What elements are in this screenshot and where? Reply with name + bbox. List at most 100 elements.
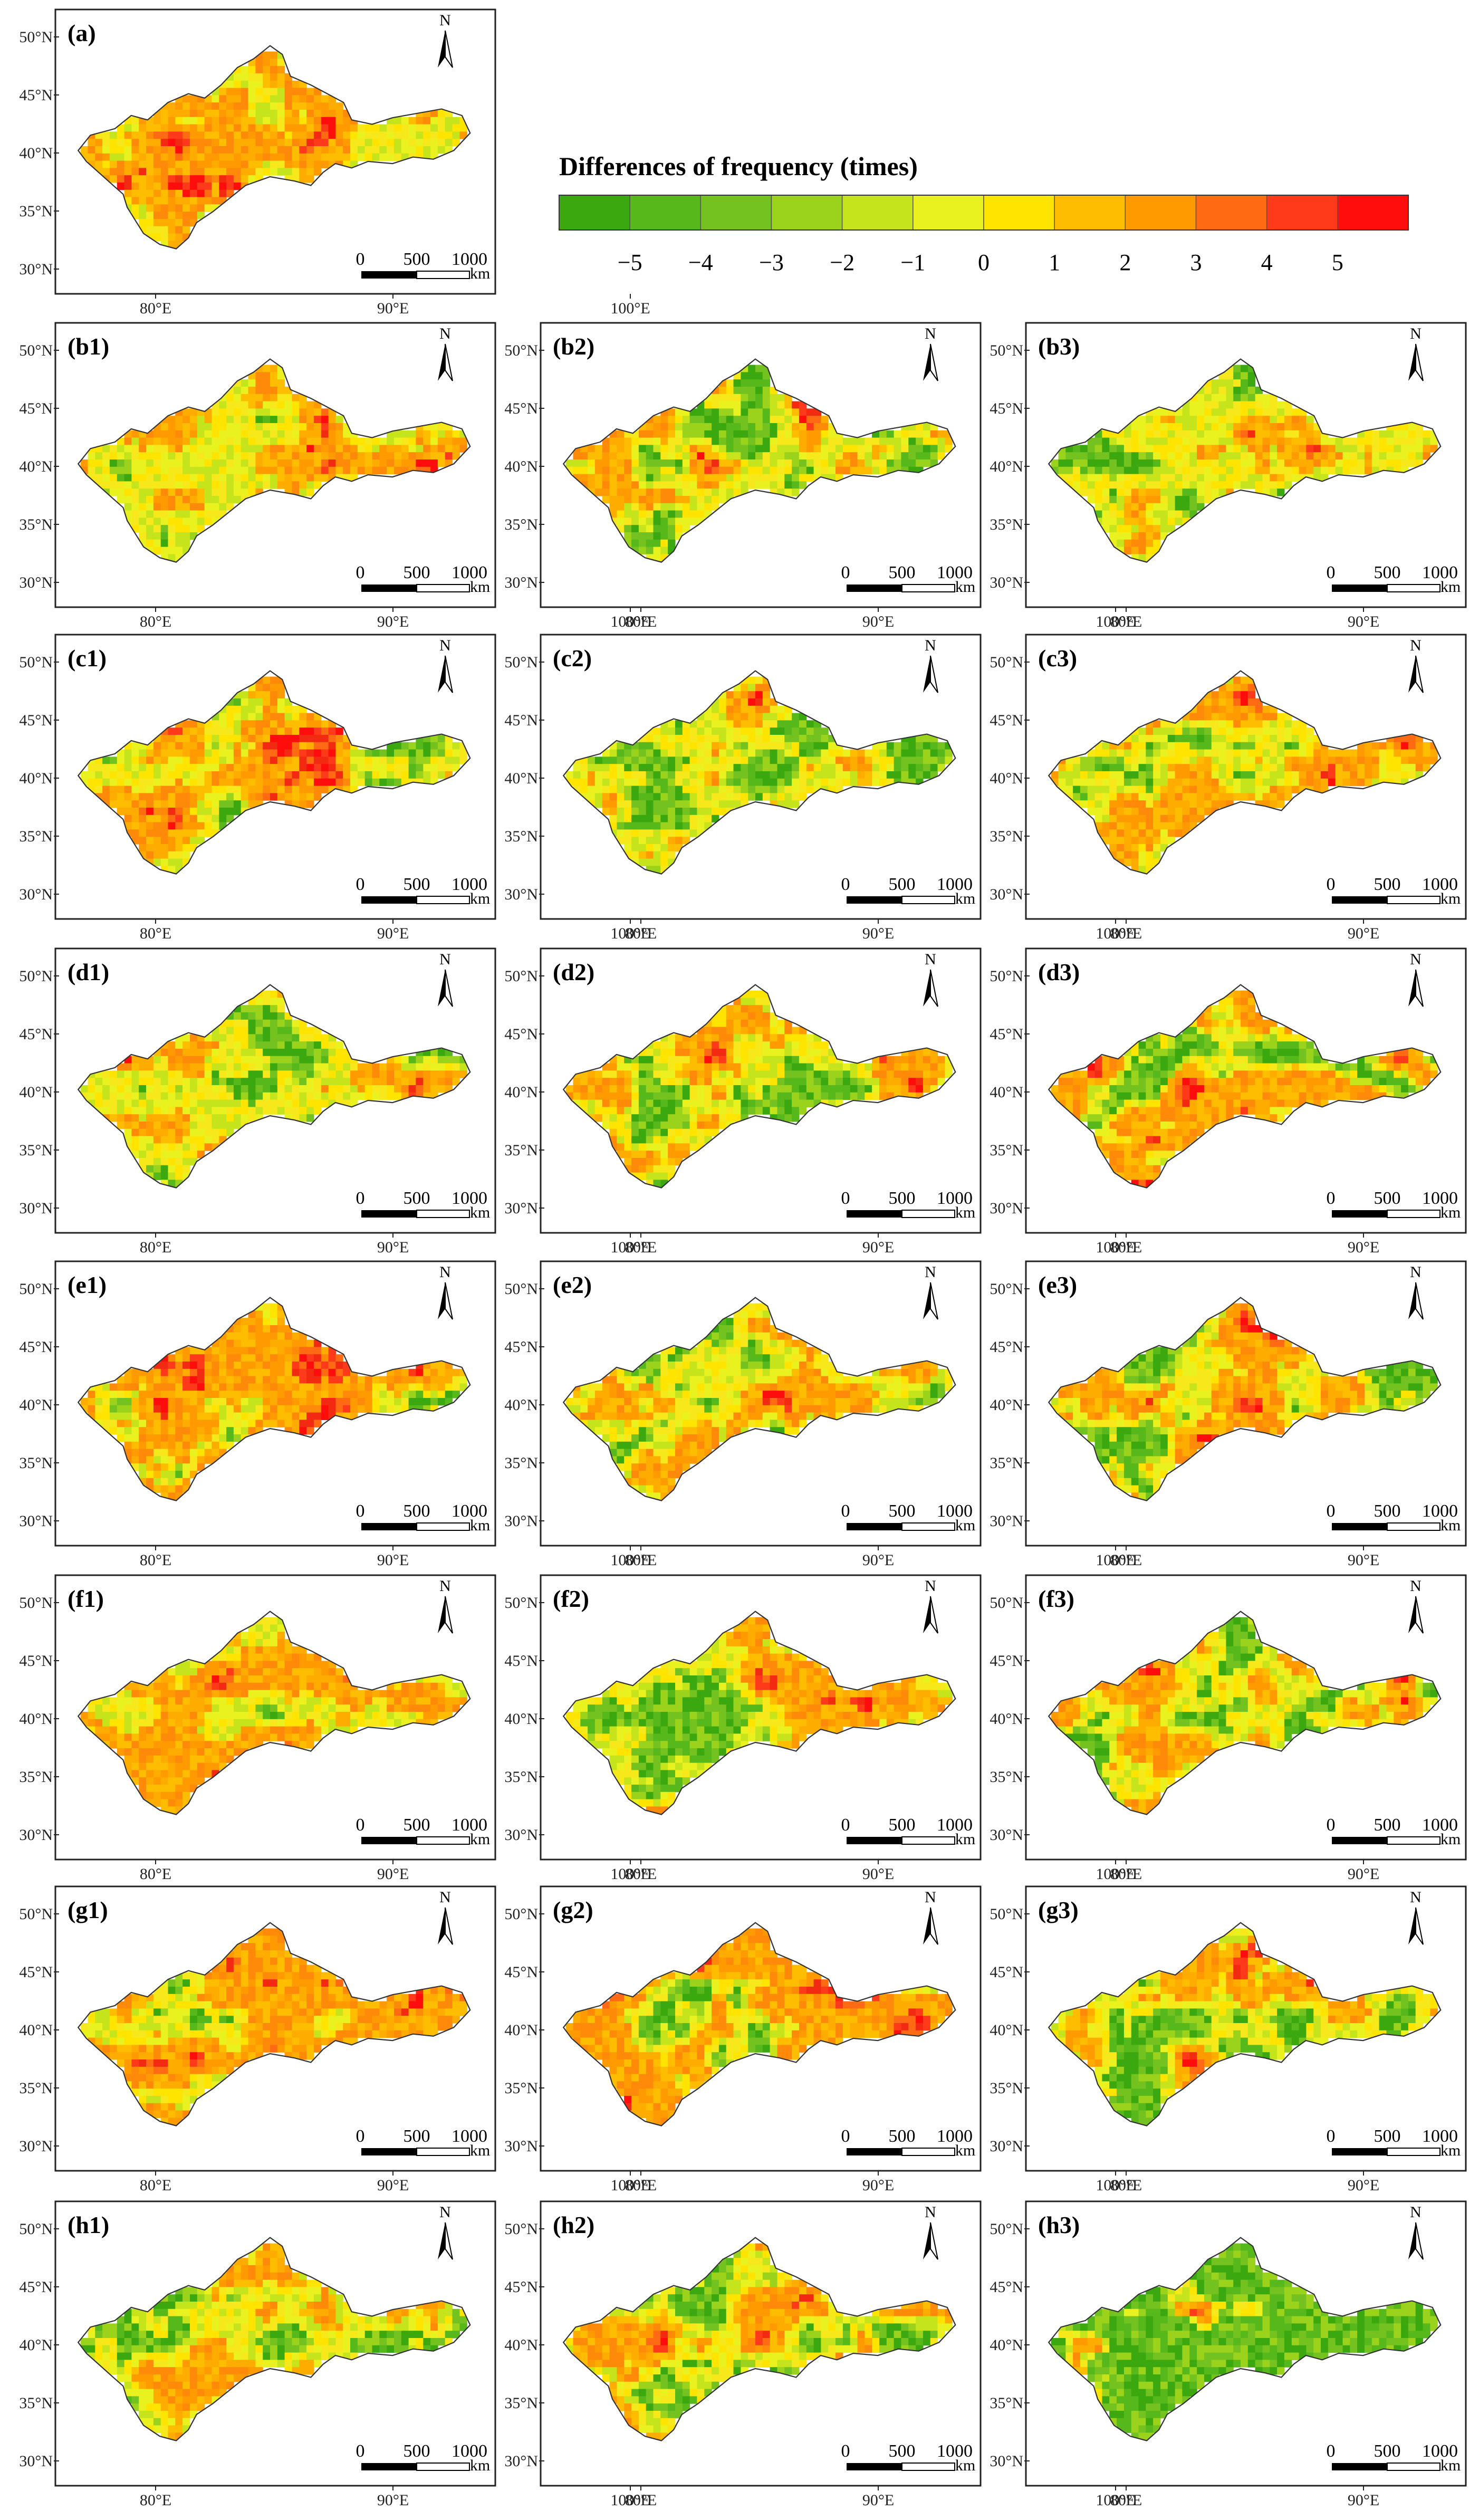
raster-cell <box>683 503 690 511</box>
raster-cell <box>219 467 226 474</box>
lat-label: 35°N <box>504 516 538 533</box>
raster-cell <box>306 408 314 416</box>
raster-cell <box>124 800 132 808</box>
raster-cell <box>675 518 683 525</box>
raster-cell <box>610 750 617 757</box>
raster-cell <box>814 756 821 764</box>
raster-cell <box>580 786 588 793</box>
raster-cell <box>226 496 234 503</box>
raster-cell <box>131 190 139 197</box>
raster-cell <box>923 764 930 771</box>
raster-cell <box>146 1165 153 1173</box>
raster-cell <box>168 844 176 851</box>
raster-cell <box>639 474 646 482</box>
raster-cell <box>1204 698 1212 706</box>
raster-cell <box>763 416 770 423</box>
raster-cell <box>1204 452 1212 459</box>
raster-cell <box>1175 742 1183 750</box>
raster-cell <box>1357 452 1365 459</box>
raster-cell <box>675 735 683 742</box>
raster-cell <box>1212 742 1219 750</box>
raster-cell <box>423 452 430 459</box>
raster-cell <box>770 445 777 452</box>
raster-cell <box>1255 401 1263 409</box>
raster-cell <box>292 394 300 401</box>
raster-cell <box>734 452 741 459</box>
raster-cell <box>146 1114 153 1122</box>
raster-cell <box>1109 793 1117 800</box>
raster-cell <box>234 423 241 430</box>
raster-cell <box>1182 771 1189 779</box>
raster-cell <box>263 1027 270 1034</box>
raster-cell <box>675 837 683 844</box>
raster-cell <box>394 154 401 161</box>
raster-cell <box>1263 401 1270 409</box>
raster-cell <box>660 859 668 866</box>
raster-cell <box>843 438 850 445</box>
raster-cell <box>588 771 595 779</box>
raster-cell <box>175 175 183 183</box>
raster-cell <box>241 379 248 387</box>
raster-cell <box>1379 756 1387 764</box>
raster-cell <box>1394 459 1401 467</box>
raster-cell <box>205 779 212 786</box>
raster-cell <box>124 481 132 488</box>
raster-cell <box>1357 438 1365 445</box>
raster-cell <box>712 727 719 735</box>
raster-cell <box>146 771 153 779</box>
raster-cell <box>821 452 828 459</box>
raster-cell <box>1219 394 1226 401</box>
raster-cell <box>175 481 183 488</box>
raster-cell <box>183 416 190 423</box>
raster-cell <box>1263 786 1270 793</box>
raster-cell <box>299 742 306 750</box>
raster-cell <box>1365 430 1372 438</box>
raster-cell <box>139 1070 146 1078</box>
raster-cell <box>139 124 146 132</box>
raster-cell <box>175 750 183 757</box>
raster-cell <box>1204 408 1212 416</box>
raster-cell <box>806 474 814 482</box>
raster-cell <box>292 452 300 459</box>
raster-cell <box>1109 481 1117 488</box>
raster-cell <box>1248 474 1255 482</box>
raster-cell <box>1255 742 1263 750</box>
raster-cell <box>219 117 226 124</box>
raster-cell <box>1204 488 1212 496</box>
raster-cell <box>270 401 277 409</box>
raster-cell <box>697 445 704 452</box>
raster-cell <box>1263 771 1270 779</box>
raster-cell <box>631 756 639 764</box>
raster-cell <box>1379 750 1387 757</box>
raster-cell <box>646 859 654 866</box>
raster-cell <box>241 1107 248 1114</box>
raster-cell <box>423 139 430 146</box>
raster-cell <box>314 168 321 175</box>
raster-cell <box>1189 474 1197 482</box>
raster-cell <box>263 742 270 750</box>
raster-cell <box>1131 771 1139 779</box>
scale-bar <box>902 896 955 904</box>
raster-cell <box>321 445 329 452</box>
raster-cell <box>1212 394 1219 401</box>
raster-cell <box>394 445 401 452</box>
scale-label: 500 <box>404 250 430 269</box>
raster-cell <box>117 154 124 161</box>
raster-cell <box>197 808 205 815</box>
raster-cell <box>277 720 285 727</box>
raster-cell <box>270 786 277 793</box>
raster-cell <box>639 750 646 757</box>
raster-cell <box>1168 438 1175 445</box>
raster-cell <box>131 139 139 146</box>
raster-cell <box>741 756 748 764</box>
raster-cell <box>1088 779 1095 786</box>
raster-cell <box>1204 720 1212 727</box>
raster-cell <box>306 720 314 727</box>
raster-cell <box>894 430 901 438</box>
raster-cell <box>285 1085 292 1093</box>
raster-cell <box>205 102 212 110</box>
raster-cell <box>365 459 372 467</box>
raster-cell <box>234 720 241 727</box>
raster-cell <box>901 756 908 764</box>
raster-cell <box>1365 445 1372 452</box>
